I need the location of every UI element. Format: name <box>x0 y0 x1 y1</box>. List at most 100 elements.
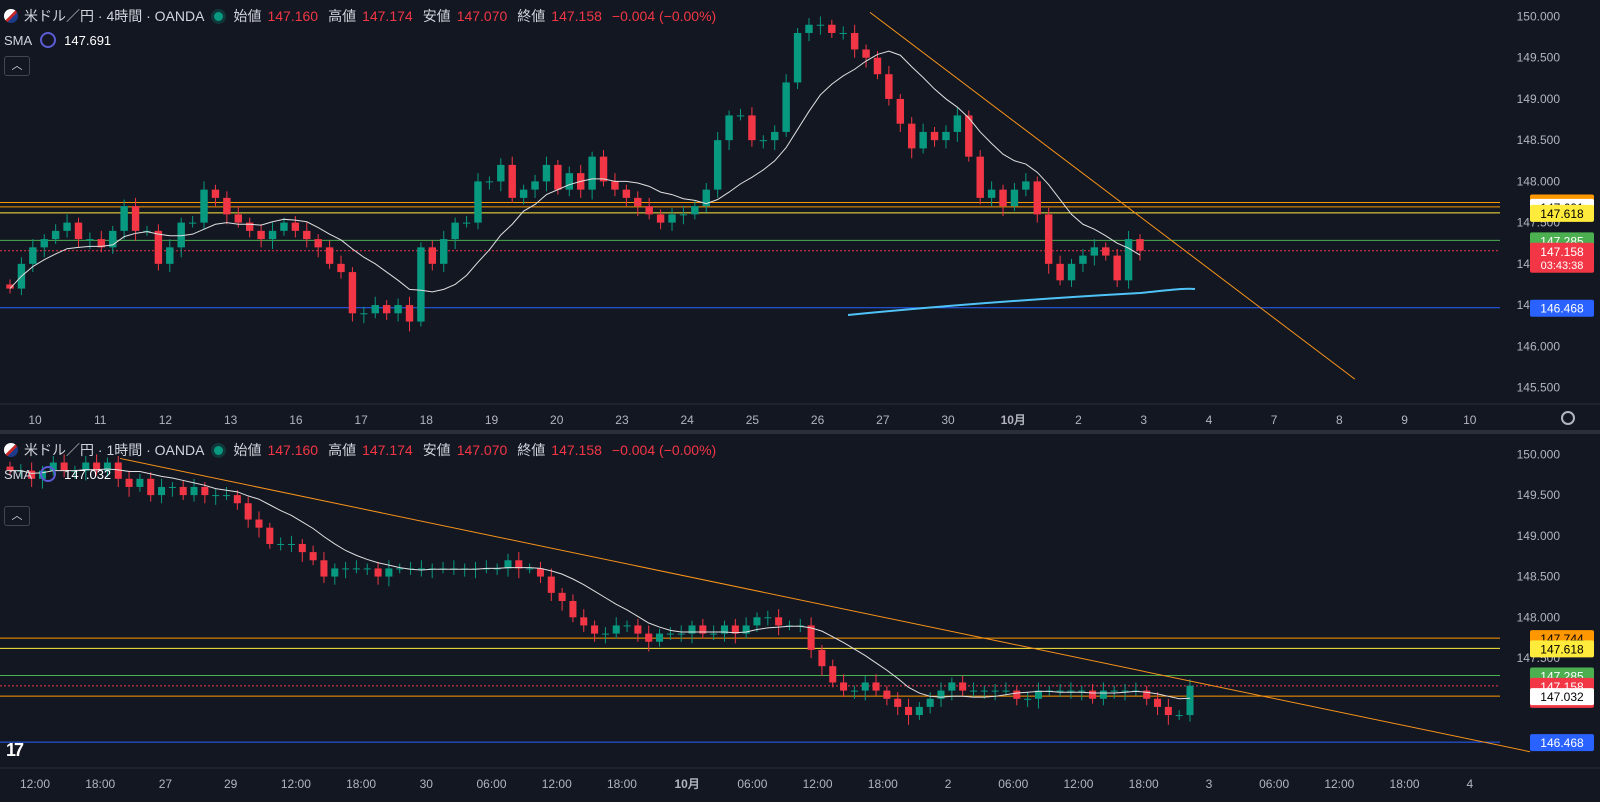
candle-body <box>828 24 836 33</box>
market-status-icon <box>214 445 224 455</box>
candle-body <box>63 222 71 231</box>
chart-pane-4h[interactable]: 150.000 149.500 149.000 148.500 148.000 147.5… <box>0 0 1600 430</box>
long-sma-line <box>847 287 1196 316</box>
candle-body <box>793 32 802 83</box>
candle-body <box>1044 214 1053 264</box>
sma-legend-1h[interactable]: SMA 147.032 <box>4 466 111 482</box>
candle-body <box>526 568 534 570</box>
time-tick-label: 12 <box>159 413 173 427</box>
candle-body <box>28 470 36 479</box>
candle-body <box>771 131 779 141</box>
time-tick-label: 30 <box>420 777 434 791</box>
change-value: −0.004 (−0.00%) <box>611 442 717 458</box>
low-label: 安値 <box>422 8 451 24</box>
candle-body <box>440 239 448 264</box>
collapse-legend-button[interactable]: ︿ <box>4 56 30 76</box>
candle-body <box>74 222 83 240</box>
sma-legend-4h[interactable]: SMA 147.691 <box>4 32 111 48</box>
symbol-title[interactable]: 米ドル／円 · 1時間 · OANDA <box>24 442 205 458</box>
candle-body <box>280 222 288 231</box>
candle-body <box>1056 690 1064 692</box>
time-tick-label: 3 <box>1206 777 1213 791</box>
candle-body <box>905 706 913 716</box>
candle-body <box>266 527 274 544</box>
candle-body <box>168 486 176 488</box>
time-tick-label: 12:00 <box>281 777 311 791</box>
sma-settings-icon[interactable] <box>40 466 57 482</box>
price-tick-label: 148.500 <box>1517 570 1561 584</box>
candle-body <box>1090 247 1099 256</box>
sma-value: 147.691 <box>64 32 112 48</box>
chart-canvas-1h[interactable]: 150.000149.500149.000148.500148.000147.5… <box>0 434 1600 802</box>
candle-body <box>713 140 722 190</box>
price-tick-label: 149.000 <box>1517 529 1561 543</box>
candle-body <box>287 543 295 545</box>
sma-settings-icon[interactable] <box>40 32 57 48</box>
candle-body <box>588 156 596 190</box>
candle-body <box>885 74 893 99</box>
candle-body <box>1121 690 1129 692</box>
time-tick-label: 2 <box>1075 413 1082 427</box>
close-label: 終値 <box>517 442 546 458</box>
chevron-up-icon: ︿ <box>11 510 23 522</box>
time-tick-label: 11 <box>94 413 107 427</box>
symbol-title[interactable]: 米ドル／円 · 4時間 · OANDA <box>24 8 205 24</box>
chart-canvas-4h[interactable]: 150.000149.500149.000148.500148.000147.5… <box>0 0 1600 430</box>
candle-body <box>569 601 577 618</box>
candle-body <box>291 222 300 231</box>
candle-body <box>234 214 242 223</box>
candle-body <box>623 625 631 627</box>
candle-body <box>547 576 555 593</box>
candle-body <box>599 156 608 182</box>
candle-body <box>451 222 459 240</box>
candle-body <box>1024 698 1032 700</box>
candle-body <box>93 462 101 471</box>
chart-pane-1h[interactable]: 150.000 149.500 149.000 148.500 148.000 147.5… <box>0 434 1600 802</box>
tradingview-logo: 17 <box>6 740 24 760</box>
candle-body <box>49 462 57 471</box>
pane-divider[interactable] <box>0 430 1600 434</box>
candle-body <box>580 617 588 626</box>
time-tick-label: 25 <box>746 413 760 427</box>
price-tick-label: 149.500 <box>1517 51 1561 65</box>
candle-body <box>645 206 653 215</box>
usdjpy-flag-icon <box>4 443 18 457</box>
price-label-text: 147.618 <box>1540 642 1584 656</box>
price-tick-label: 150.000 <box>1517 9 1561 23</box>
candle-body <box>656 633 664 642</box>
price-label-text: 147.032 <box>1540 690 1584 704</box>
candle-body <box>233 495 241 504</box>
candle-body <box>179 486 187 496</box>
candle-body <box>6 466 14 471</box>
candle-body <box>82 462 90 471</box>
gear-icon[interactable] <box>1561 411 1575 425</box>
time-tick-label: 16 <box>289 413 303 427</box>
candle-body <box>759 140 768 142</box>
candle-body <box>519 189 528 198</box>
candle-body <box>6 284 14 289</box>
time-tick-label: 18:00 <box>346 777 376 791</box>
candle-body <box>839 32 847 34</box>
time-tick-label: 3 <box>1140 413 1147 427</box>
candle-body <box>97 239 106 248</box>
candle-body <box>245 222 254 231</box>
candle-body <box>1079 255 1087 264</box>
time-tick-label: 12:00 <box>1324 777 1354 791</box>
candle-body <box>314 239 322 248</box>
candle-body <box>634 197 642 207</box>
candle-body <box>147 478 155 496</box>
collapse-legend-button[interactable]: ︿ <box>4 506 30 526</box>
candle-body <box>508 164 516 198</box>
candle-body <box>915 706 923 716</box>
time-tick-label: 10月 <box>674 777 699 791</box>
time-tick-label: 19 <box>485 413 499 427</box>
candle-body <box>166 247 174 264</box>
sma-value: 147.032 <box>64 466 112 482</box>
candle-body <box>894 698 902 707</box>
time-tick-label: 18:00 <box>1390 777 1420 791</box>
candle-body <box>1110 690 1118 692</box>
candle-body <box>200 189 208 223</box>
price-tick-label: 150.000 <box>1517 447 1561 461</box>
candle-body <box>277 543 285 545</box>
candle-body <box>303 230 311 240</box>
